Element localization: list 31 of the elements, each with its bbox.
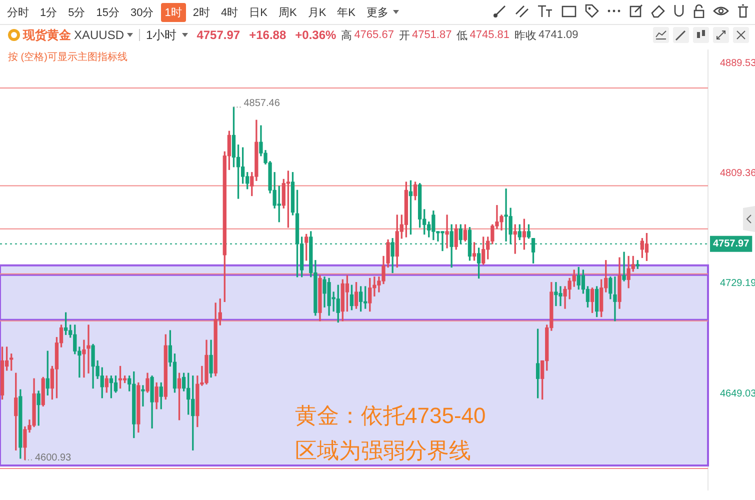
text: 15分 [95,6,120,20]
text: 更多 [366,6,390,20]
chart-title: 现货黄金 XAUUSD [23,26,124,44]
text: 周K [277,6,298,20]
chart-subtitle: 1小时 [146,26,177,44]
text: 低 4745.81 [456,28,510,42]
text: 1分 [39,6,58,20]
annotation: 黄金：依托4735-40 [295,402,486,430]
text: +16.88 [249,28,286,42]
annotation: 区域为强弱分界线 [295,437,472,465]
text: 年K [336,6,356,20]
text: +0.36% [295,28,336,42]
candlestick [445,214,449,248]
annotation: 4600.93 [34,452,72,464]
text: 30分 [130,6,155,20]
text: 高 4765.67 [341,28,394,42]
text: 1时 [160,2,186,22]
text: 2时 [192,6,211,20]
text: 月K [306,6,328,20]
text: 日K [248,6,268,20]
text: 4757.97 [196,28,240,42]
annotation: 按 (空格)可显示主图指标线 [8,50,128,64]
candlestick [141,385,145,406]
ref-line-label: 4757.97 [713,238,750,250]
annotation: 4857.46 [244,98,280,109]
text: 5分 [67,6,86,20]
candlestick [622,252,626,282]
text: 4时 [220,6,240,20]
text: 分时 [6,6,30,20]
text: 昨收 4741.09 [514,28,578,42]
text: 开 4751.87 [398,28,452,42]
